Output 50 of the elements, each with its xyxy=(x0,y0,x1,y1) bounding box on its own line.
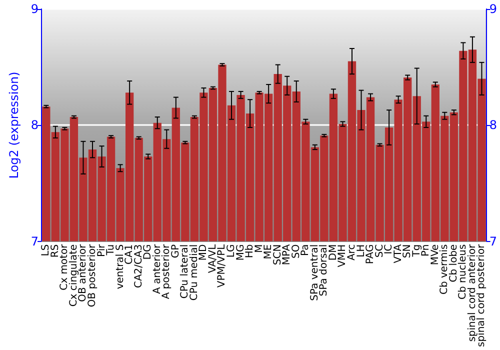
x-tick-label: Arc xyxy=(346,244,358,261)
x-tick-label: LH xyxy=(356,244,367,258)
x-tick-label: GP xyxy=(170,244,182,258)
x-tick-label: SN xyxy=(402,244,414,258)
x-tick-label: Cx cingulate xyxy=(68,244,80,307)
x-tick-label: Pn xyxy=(420,244,432,256)
x-tick-label: LS xyxy=(40,244,52,256)
x-tick-label: SCN xyxy=(272,244,284,266)
x-tick-label: CA1 xyxy=(124,244,136,264)
x-tick-label: ventral S xyxy=(114,244,126,290)
x-tick-label: VA/VL xyxy=(207,244,218,274)
x-tick-label: Cb lobe xyxy=(448,244,460,282)
x-tick-label: SPa dorsal xyxy=(318,244,330,296)
x-tick-label: Hb xyxy=(244,244,256,258)
x-tick-label: SC xyxy=(374,244,386,258)
x-tick-label: VPM/VPL xyxy=(216,244,228,288)
x-tick-label: MPA xyxy=(282,244,293,266)
x-tick-label: SPa ventral xyxy=(309,244,320,301)
x-tick-label: CPu medial xyxy=(188,244,200,301)
x-tick-label: PAG xyxy=(365,244,376,264)
x-tick-label: RS xyxy=(50,244,61,258)
x-tick-label: Tu xyxy=(106,244,117,256)
x-tick-label: LG xyxy=(226,244,238,258)
x-tick-label: spinal cord posterior xyxy=(476,243,488,348)
x-tick-label: M xyxy=(254,244,265,253)
x-tick-label: Pa xyxy=(300,244,312,256)
x-tick-label: Tg xyxy=(411,244,422,258)
x-tick-label: DG xyxy=(142,244,154,260)
x-tick-label: A anterior xyxy=(152,243,163,294)
y-tick-label: 9 xyxy=(30,2,39,16)
x-tick-label: MVe xyxy=(430,244,441,266)
x-tick-label: VTA xyxy=(392,244,404,264)
y-tick-label: 8 xyxy=(30,118,39,132)
y2-tick-label: 9 xyxy=(489,2,498,16)
x-tick-label: spinal cord anterior xyxy=(466,243,478,342)
x-tick-label: MG xyxy=(235,244,246,261)
x-tick-label: MD xyxy=(198,244,210,261)
y-tick-label: 7 xyxy=(30,234,39,248)
x-tick-label: IC xyxy=(384,244,395,254)
x-tick-label: A posterior xyxy=(161,243,172,300)
y2-tick-label: 7 xyxy=(489,234,498,248)
x-tick-label: ME xyxy=(263,244,274,260)
x-tick-label: DM xyxy=(328,244,339,261)
x-tick-label: OB posterior xyxy=(87,243,98,308)
x-tick-label: VMH xyxy=(337,244,348,268)
y2-tick-label: 8 xyxy=(489,118,498,132)
x-tick-label: CA2/CA3 xyxy=(133,244,144,288)
x-tick-label: Pir xyxy=(96,243,108,257)
y-axis-title: Log2 (expression) xyxy=(7,72,21,179)
x-tick-label: SO xyxy=(290,244,302,259)
